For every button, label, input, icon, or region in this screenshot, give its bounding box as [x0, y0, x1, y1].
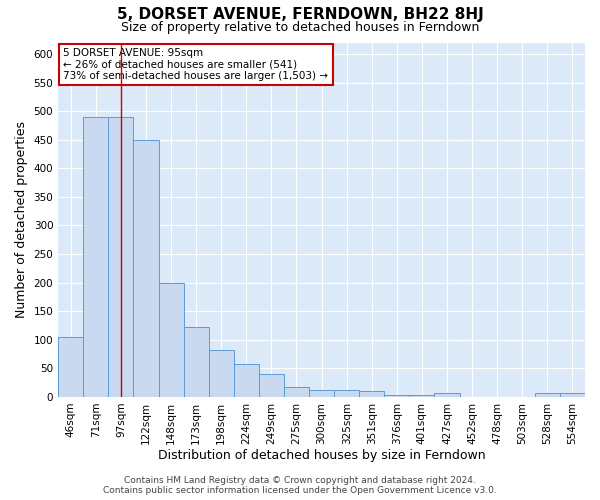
X-axis label: Distribution of detached houses by size in Ferndown: Distribution of detached houses by size …	[158, 450, 485, 462]
Bar	[359, 391, 385, 397]
Bar	[184, 327, 209, 397]
Text: 5, DORSET AVENUE, FERNDOWN, BH22 8HJ: 5, DORSET AVENUE, FERNDOWN, BH22 8HJ	[116, 8, 484, 22]
Bar	[560, 393, 585, 397]
Text: Contains HM Land Registry data © Crown copyright and database right 2024.
Contai: Contains HM Land Registry data © Crown c…	[103, 476, 497, 495]
Bar	[535, 393, 560, 397]
Bar	[83, 117, 109, 397]
Bar	[158, 282, 184, 397]
Bar	[133, 140, 158, 397]
Bar	[385, 395, 409, 397]
Text: Size of property relative to detached houses in Ferndown: Size of property relative to detached ho…	[121, 21, 479, 34]
Bar	[309, 390, 334, 397]
Bar	[58, 337, 83, 397]
Bar	[434, 393, 460, 397]
Bar	[284, 387, 309, 397]
Bar	[259, 374, 284, 397]
Bar	[209, 350, 234, 397]
Bar	[409, 395, 434, 397]
Text: 5 DORSET AVENUE: 95sqm
← 26% of detached houses are smaller (541)
73% of semi-de: 5 DORSET AVENUE: 95sqm ← 26% of detached…	[64, 48, 328, 81]
Y-axis label: Number of detached properties: Number of detached properties	[15, 121, 28, 318]
Bar	[334, 390, 359, 397]
Bar	[109, 117, 133, 397]
Bar	[234, 364, 259, 397]
